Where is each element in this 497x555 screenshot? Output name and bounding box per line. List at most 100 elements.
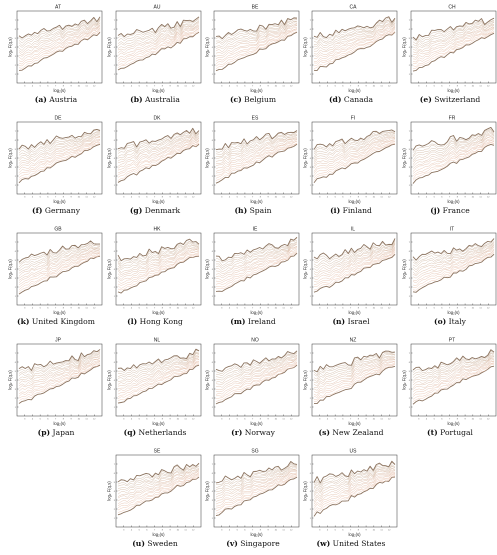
x-tick-label: 8: [162, 419, 164, 421]
fluctuation-curve: [215, 470, 298, 499]
x-tick-label: 6: [146, 86, 148, 88]
y-tick-label: 2: [212, 398, 214, 400]
y-tick-label: 2: [15, 398, 17, 400]
fluctuation-curve-extreme: [117, 127, 200, 150]
fluctuation-curve-extreme: [215, 17, 298, 40]
fluctuation-curve-extreme: [18, 240, 101, 263]
fluctuation-curve-extreme: [412, 349, 495, 372]
fluctuation-curve: [215, 252, 298, 290]
panel-title: PT: [449, 338, 455, 344]
y-tick-label: 4: [409, 380, 411, 382]
fluctuation-curve: [117, 359, 200, 392]
fluctuation-curve: [313, 240, 396, 264]
fluctuation-curve: [18, 363, 101, 401]
fluctuation-curve: [412, 25, 495, 55]
y-tick-label: 6: [310, 362, 312, 364]
panel-letter: (s): [318, 428, 330, 437]
panel-ie: IE 3 4 5 6 7 8 9 10 11 12 7 6 5 4 3 2 1 log₂(s) log₂ F(q,s)…: [205, 225, 301, 333]
x-tick-label: 5: [237, 530, 239, 532]
x-tick-label: 9: [365, 86, 367, 88]
fluctuation-curve-extreme: [412, 238, 495, 261]
x-axis-label: log₂(s): [348, 88, 361, 93]
fluctuation-curve: [215, 352, 298, 376]
x-tick-label: 12: [487, 86, 490, 88]
y-tick-label: 5: [310, 149, 312, 151]
fluctuation-curve: [215, 357, 298, 385]
fluctuation-curve: [18, 140, 101, 175]
fluctuation-curve: [313, 359, 396, 389]
panel-letter: (r): [231, 428, 243, 437]
x-tick-label: 3: [319, 530, 321, 532]
panel-letter: (t): [427, 428, 438, 437]
x-axis-label: log₂(s): [348, 310, 361, 315]
y-tick-label: 5: [114, 149, 116, 151]
x-tick-label: 9: [267, 530, 269, 532]
y-tick-label: 7: [212, 242, 214, 244]
x-tick-label: 6: [47, 308, 49, 310]
y-tick-label: 6: [15, 140, 17, 142]
x-tick-label: 6: [244, 197, 246, 199]
x-tick-label: 11: [380, 419, 383, 421]
fluctuation-curve: [117, 253, 200, 289]
fluctuation-curve: [412, 357, 495, 386]
fluctuation-curve: [18, 22, 101, 51]
fluctuation-curve: [18, 29, 101, 67]
panel-be: BE 3 4 5 6 7 8 9 10 11 12 7 6 5 4 3 2 1 log₂(s) log₂ F(q,s)…: [205, 3, 301, 111]
x-tick-label: 7: [55, 197, 57, 199]
fluctuation-curve: [117, 142, 200, 178]
x-tick-label: 8: [63, 308, 65, 310]
fluctuation-curve: [313, 246, 396, 276]
fluctuation-curve: [412, 244, 495, 273]
fluctuation-curve: [313, 23, 396, 50]
fluctuation-curve: [18, 133, 101, 159]
fluctuation-curve: [18, 129, 101, 152]
x-tick-label: 4: [327, 308, 329, 310]
fluctuation-curve: [313, 239, 396, 262]
x-tick-label: 10: [275, 308, 278, 310]
chart-il: IL 3 4 5 6 7 8 9 10 11 12 7 6 5 4 3 2 1 log₂(s) log₂ F(q,s): [303, 227, 398, 315]
y-tick-label: 1: [310, 407, 312, 409]
x-tick-label: 11: [184, 197, 187, 199]
fluctuation-curve: [313, 26, 396, 57]
fluctuation-curve: [215, 21, 298, 48]
y-tick-label: 6: [15, 251, 17, 253]
fluctuation-curve: [313, 356, 396, 384]
fluctuation-curve: [117, 140, 200, 174]
y-tick-label: 1: [15, 74, 17, 76]
y-tick-label: 4: [212, 380, 214, 382]
x-axis-label: log₂(s): [250, 310, 263, 315]
fluctuation-curve: [313, 472, 396, 507]
panel-ca: CA 3 4 5 6 7 8 9 10 11 12 7 6 5 4 3 2 1 log₂(s) log₂ F(q,s)…: [303, 3, 399, 111]
x-tick-label: 8: [162, 197, 164, 199]
x-tick-label: 7: [449, 308, 451, 310]
y-tick-label: 3: [212, 56, 214, 58]
y-tick-label: 5: [114, 260, 116, 262]
y-tick-label: 1: [114, 407, 116, 409]
fluctuation-curve: [313, 31, 396, 69]
panel-letter: (g): [129, 206, 143, 215]
fluctuation-curve: [313, 132, 396, 158]
chart-be: BE 3 4 5 6 7 8 9 10 11 12 7 6 5 4 3 2 1 log₂(s) log₂ F(q,s): [205, 5, 300, 93]
y-tick-label: 6: [114, 362, 116, 364]
fluctuation-curve: [313, 243, 396, 271]
fluctuation-curve: [117, 29, 200, 66]
fluctuation-curve: [412, 24, 495, 54]
x-tick-label: 9: [70, 419, 72, 421]
y-tick-label: 2: [310, 398, 312, 400]
x-tick-label: 10: [275, 86, 278, 88]
y-tick-label: 5: [114, 482, 116, 484]
panel-nz: NZ 3 4 5 6 7 8 9 10 11 12 7 6 5 4 3 2 1 log₂(s) log₂ F(q,s)…: [303, 336, 399, 444]
fluctuation-curve: [313, 469, 396, 500]
fluctuation-curve: [215, 28, 298, 62]
fluctuation-curve: [215, 354, 298, 379]
y-tick-label: 1: [310, 74, 312, 76]
fluctuation-curve: [117, 350, 200, 373]
x-tick-label: 11: [479, 197, 482, 199]
fluctuation-curve: [18, 136, 101, 166]
panel-at: AT 3 4 5 6 7 8 9 10 11 12 7 6 5 4 3 2 1 log₂(s) log₂ F(q,s)…: [8, 3, 104, 111]
chart-se: SE 3 4 5 6 7 8 9 10 11 12 7 6 5 4 3 2 1 log₂(s) log₂ F(q,s): [107, 449, 202, 537]
x-tick-label: 6: [244, 308, 246, 310]
fluctuation-curve: [215, 24, 298, 54]
chart-ca: CA 3 4 5 6 7 8 9 10 11 12 7 6 5 4 3 2 1 log₂(s) log₂ F(q,s): [303, 5, 398, 93]
panel-gb: GB 3 4 5 6 7 8 9 10 11 12 7 6 5 4 3 2 1 log₂(s) log₂ F(q,s)…: [8, 225, 104, 333]
